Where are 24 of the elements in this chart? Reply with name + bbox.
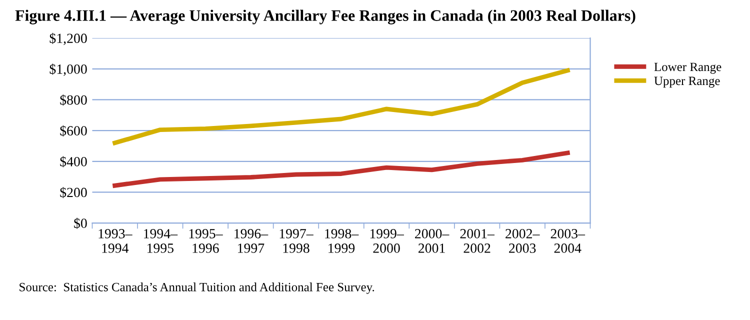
x-tick-label: 1996– 1997 <box>234 229 268 253</box>
x-tick-label: 1995– 1996 <box>189 229 223 253</box>
x-tick-label: 2000– 2001 <box>415 228 450 253</box>
x-tick-label: 1997– 1998 <box>280 229 314 253</box>
x-tick-label: 2003– 2004 <box>550 228 586 253</box>
legend-label: Lower Range <box>654 62 722 74</box>
y-tick-label: $600 <box>60 125 87 136</box>
line-series <box>112 150 570 188</box>
source-note: Source: Statistics Canada’s Annual Tuition and Additional Fee Survey. <box>20 282 374 294</box>
x-tick-label: 2001– 2002 <box>460 228 495 253</box>
y-tick-label: $200 <box>60 186 87 198</box>
y-tick-label: $1,200 <box>50 32 87 46</box>
x-tick-label: 2002– 2003 <box>506 228 540 253</box>
x-tick-label: 1993– 1994 <box>98 229 132 253</box>
y-tick-label: $800 <box>60 94 87 106</box>
x-tick-label: 1994– 1995 <box>144 229 178 253</box>
y-tick-label: $400 <box>60 156 87 168</box>
legend-label: Upper Range <box>654 76 720 88</box>
x-tick-label: 1998– 1999 <box>325 228 359 253</box>
x-tick-label: 1999– 2000 <box>370 229 404 253</box>
y-tick-label: $0 <box>74 218 87 229</box>
chart-title: Figure 4.III.1 — Average University Ancillary Fee Ranges in Canada (in 2003 Real Dollars) <box>15 10 636 24</box>
y-tick-label: $1,000 <box>50 64 87 76</box>
line-series <box>112 68 570 146</box>
